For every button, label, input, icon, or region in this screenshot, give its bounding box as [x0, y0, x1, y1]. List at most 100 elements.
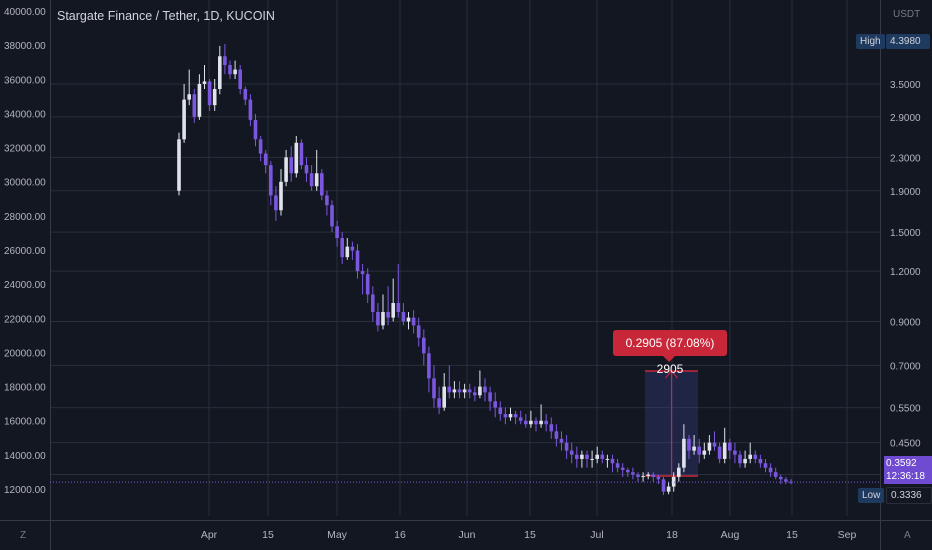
candle-body: [304, 165, 309, 174]
candle: [508, 407, 513, 421]
candle-body: [666, 486, 671, 492]
left-tick-label: 30000.00: [4, 178, 46, 189]
candle-body: [590, 458, 594, 460]
candle: [585, 450, 589, 468]
candle: [371, 286, 375, 322]
candle-body: [376, 311, 380, 326]
candle-body: [279, 181, 283, 211]
candle: [559, 431, 564, 451]
candle: [263, 149, 268, 174]
candle-body: [187, 94, 191, 100]
candle: [192, 89, 197, 123]
candle-body: [396, 303, 401, 312]
candle: [284, 149, 288, 187]
auto-scale-button[interactable]: A: [904, 530, 911, 541]
candle: [518, 410, 523, 425]
candle-body: [294, 142, 299, 174]
candle: [590, 450, 594, 468]
candle-body: [636, 474, 640, 477]
candle-body: [651, 474, 656, 477]
candle-body: [462, 389, 467, 393]
candle-body: [309, 173, 314, 187]
candle: [569, 442, 574, 464]
candle: [733, 442, 737, 464]
left-tick-label: 34000.00: [4, 109, 46, 120]
left-tick-label: 32000.00: [4, 144, 46, 155]
candle-body: [534, 420, 538, 425]
candle: [182, 83, 186, 143]
candle: [396, 263, 401, 318]
candle-body: [467, 389, 472, 393]
candle: [671, 472, 676, 492]
right-tick-label: 0.9000: [890, 317, 921, 328]
candle-body: [773, 472, 778, 477]
x-tick-label: 15: [524, 529, 536, 541]
timezone-button[interactable]: Z: [20, 530, 27, 541]
left-price-axis: 40000.00 38000.00 36000.00 34000.00 32000.00…: [4, 7, 46, 496]
left-tick-label: 18000.00: [4, 383, 46, 394]
candle: [212, 79, 217, 111]
candle-body: [233, 69, 237, 75]
candle-body: [728, 442, 732, 451]
candle: [743, 450, 747, 468]
x-tick-label: 18: [666, 529, 678, 541]
candle: [728, 438, 732, 459]
candle: [575, 446, 579, 468]
candle-body: [580, 454, 584, 459]
candle: [768, 463, 773, 477]
candle: [529, 410, 533, 428]
low-value: 0.3336: [886, 487, 932, 504]
candle-body: [518, 417, 523, 421]
candle-body: [314, 173, 319, 187]
candle-body: [263, 153, 268, 166]
candle-body: [564, 442, 569, 451]
candle: [564, 435, 569, 459]
candle-body: [687, 438, 691, 451]
candle: [365, 268, 370, 304]
candle-body: [656, 476, 661, 480]
candle-body: [299, 142, 304, 166]
candle: [238, 65, 242, 95]
candle-body: [549, 424, 554, 432]
candle-body: [350, 246, 355, 251]
candle-body: [258, 139, 263, 154]
candle: [411, 310, 416, 334]
x-tick-label: Aug: [721, 529, 740, 541]
candle-body: [447, 386, 452, 393]
right-tick-label: 1.5000: [890, 228, 921, 239]
candle-body: [738, 454, 742, 464]
candle-body: [182, 99, 186, 140]
candle: [330, 200, 334, 233]
candle: [269, 161, 273, 206]
candle: [391, 278, 395, 322]
candle: [314, 149, 319, 191]
candle-body: [381, 311, 385, 326]
x-tick-label: Jun: [459, 529, 476, 541]
candle-body: [274, 195, 278, 211]
candle: [386, 286, 390, 326]
candle-body: [707, 442, 712, 451]
candle: [707, 435, 712, 455]
right-tick-label: 2.3000: [890, 153, 921, 164]
candle-body: [575, 454, 579, 459]
candle-body: [758, 458, 763, 464]
candle: [335, 220, 339, 247]
candle: [289, 146, 293, 182]
candle: [738, 450, 742, 468]
candle-body: [218, 56, 222, 90]
candle-body: [631, 472, 635, 475]
candle: [702, 442, 707, 459]
time-axis[interactable]: Apr 15 May 16 Jun 15 Jul 18 Aug 15 Sep: [201, 529, 857, 541]
candle: [539, 404, 543, 428]
candle: [376, 303, 380, 332]
candle: [610, 454, 615, 473]
candle-body: [411, 317, 416, 326]
candle-body: [452, 389, 457, 393]
candle-body: [330, 205, 334, 227]
candle-body: [320, 173, 324, 196]
left-tick-label: 16000.00: [4, 417, 46, 428]
candle: [432, 365, 436, 408]
candle: [580, 450, 584, 468]
